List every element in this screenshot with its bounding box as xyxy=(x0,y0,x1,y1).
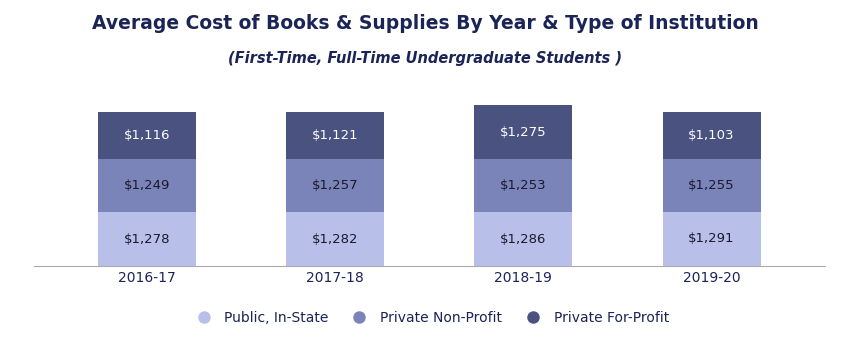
Bar xyxy=(98,159,196,212)
Text: $1,116: $1,116 xyxy=(124,129,170,142)
Title: Average Cost of Books & Supplies By Year & Type of Institution
(First-Time, Full: Average Cost of Books & Supplies By Year… xyxy=(0,354,1,355)
Text: $1,121: $1,121 xyxy=(312,129,359,142)
Text: $1,275: $1,275 xyxy=(500,126,547,138)
Bar xyxy=(474,212,572,266)
Bar xyxy=(663,112,761,159)
Text: Average Cost of Books & Supplies By Year & Type of Institution: Average Cost of Books & Supplies By Year… xyxy=(92,14,758,33)
Text: $1,257: $1,257 xyxy=(312,179,359,192)
Text: $1,103: $1,103 xyxy=(688,129,734,142)
Text: (First-Time, Full-Time Undergraduate Students ): (First-Time, Full-Time Undergraduate Stu… xyxy=(228,51,622,66)
Bar xyxy=(474,105,572,159)
Text: $1,282: $1,282 xyxy=(312,233,359,246)
Text: $1,286: $1,286 xyxy=(500,233,547,246)
Bar xyxy=(286,212,384,266)
Text: $1,255: $1,255 xyxy=(688,179,735,192)
Bar xyxy=(663,159,761,212)
Bar xyxy=(286,159,384,212)
Text: $1,291: $1,291 xyxy=(688,233,734,245)
Legend: Public, In-State, Private Non-Profit, Private For-Profit: Public, In-State, Private Non-Profit, Pr… xyxy=(184,305,674,330)
Text: $1,253: $1,253 xyxy=(500,179,547,192)
Bar xyxy=(286,111,384,159)
Text: $1,278: $1,278 xyxy=(124,233,170,246)
Text: $1,249: $1,249 xyxy=(124,179,170,192)
Bar xyxy=(663,212,761,266)
Bar xyxy=(98,212,196,266)
Bar xyxy=(474,159,572,212)
Bar xyxy=(98,112,196,159)
